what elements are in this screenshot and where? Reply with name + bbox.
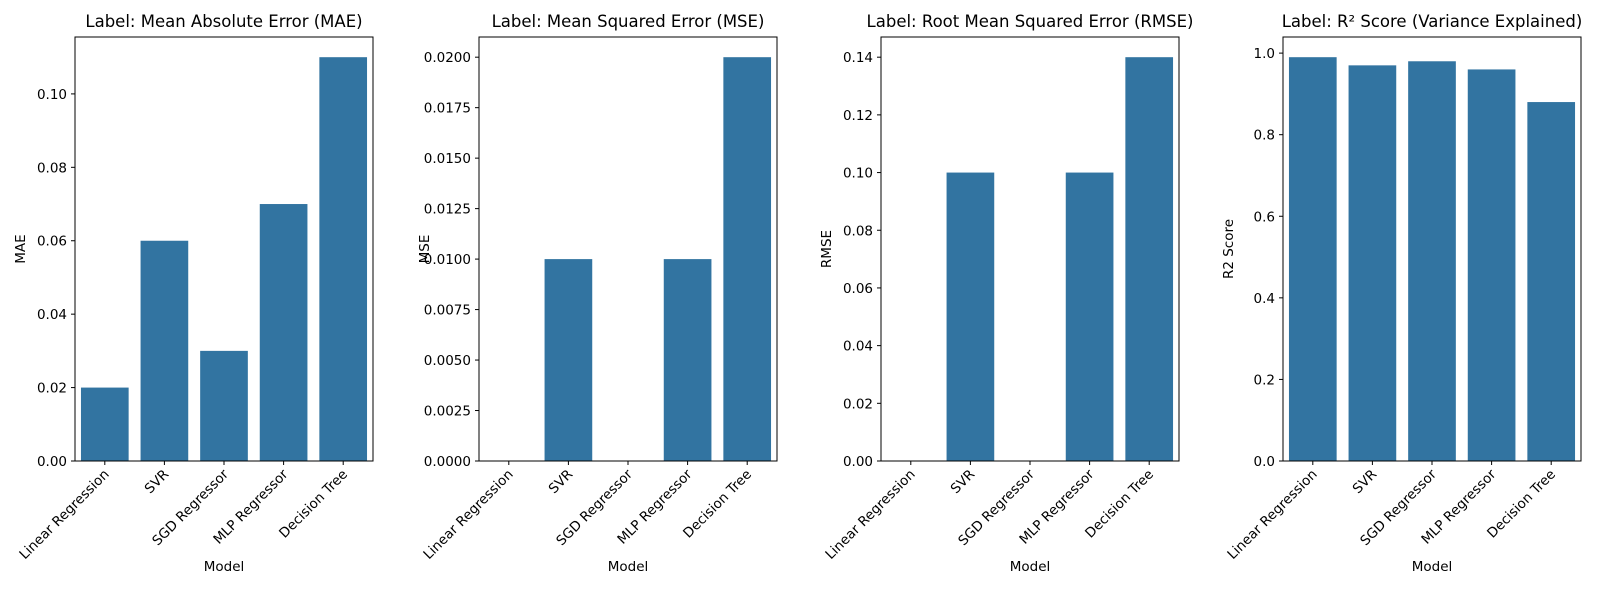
chart-title: Label: Mean Squared Error (MSE) <box>492 12 765 31</box>
y-tick-label: 0.14 <box>843 50 873 66</box>
bar-sgd-regressor <box>200 350 248 461</box>
x-tick-label: SVR <box>948 467 979 498</box>
y-tick-label: 0.0125 <box>424 202 471 218</box>
chart-title: Label: R² Score (Variance Explained) <box>1282 12 1583 31</box>
x-tick-label: SVR <box>546 467 577 498</box>
chart-panel-3: 0.00 0.02 0.04 0.06 0.08 0.10 0.12 0.14 Linear R… <box>819 12 1193 575</box>
y-tick-label: 0.00 <box>843 454 873 470</box>
x-tick-label: SVR <box>1350 467 1381 498</box>
x-tick-label: SVR <box>142 467 173 498</box>
chart-panel-2: 0.0000 0.0025 0.0050 0.0075 0.0100 0.0125 0.01… <box>417 12 778 575</box>
y-tick-label: 0.0175 <box>424 101 471 117</box>
y-tick-label: 0.02 <box>843 396 873 412</box>
y-tick-label: 1.0 <box>1254 46 1275 62</box>
x-axis-label: Model <box>608 559 649 575</box>
y-tick-label: 0.02 <box>37 381 67 397</box>
bar-mlp-regressor <box>259 204 308 461</box>
y-tick-label: 0.2 <box>1254 372 1275 388</box>
bar-linear-regression <box>1288 57 1337 461</box>
y-tick-label: 0.04 <box>843 339 873 355</box>
y-axis-label: R2 Score <box>1221 219 1237 279</box>
y-tick-label: 0.12 <box>843 108 873 124</box>
y-axis-label: MSE <box>417 235 433 264</box>
x-axis-label: Model <box>1412 559 1453 575</box>
y-tick-label: 0.10 <box>843 166 873 182</box>
x-tick-label: Linear Regression <box>420 467 516 563</box>
y-tick-label: 0.0075 <box>424 303 471 319</box>
bar-decision-tree <box>1125 57 1174 461</box>
bar-linear-regression <box>80 387 129 461</box>
bar-svr <box>544 259 593 461</box>
y-tick-label: 0.6 <box>1254 209 1275 225</box>
y-axis-label: RMSE <box>819 230 835 268</box>
y-tick-label: 0.08 <box>37 160 67 176</box>
y-tick-label: 0.10 <box>37 87 67 103</box>
chart-title: Label: Mean Absolute Error (MAE) <box>85 12 362 31</box>
y-tick-label: 0.0025 <box>424 404 471 420</box>
y-tick-label: 0.00 <box>37 454 67 470</box>
chart-panel-1: 0.00 0.02 0.04 0.06 0.08 0.10 Linear Regressio… <box>13 12 374 575</box>
x-axis-label: Model <box>204 559 245 575</box>
y-tick-label: 0.0050 <box>424 353 471 369</box>
y-tick-label: 0.0000 <box>424 454 471 470</box>
y-tick-label: 0.06 <box>37 234 67 250</box>
y-tick-label: 0.0100 <box>424 252 471 268</box>
y-tick-label: 0.0 <box>1254 454 1275 470</box>
y-tick-label: 0.4 <box>1254 291 1275 307</box>
bar-decision-tree <box>1527 102 1576 461</box>
y-tick-label: 0.08 <box>843 223 873 239</box>
y-tick-label: 0.0150 <box>424 151 471 167</box>
x-tick-label: Linear Regression <box>822 467 918 563</box>
y-tick-label: 0.06 <box>843 281 873 297</box>
bar-decision-tree <box>723 57 772 461</box>
bar-mlp-regressor <box>1467 69 1516 462</box>
x-tick-label: Linear Regression <box>16 467 112 563</box>
x-tick-label: Linear Regression <box>1224 467 1320 563</box>
bar-mlp-regressor <box>663 259 712 461</box>
bar-svr <box>140 240 189 461</box>
y-axis-label: MAE <box>13 234 29 263</box>
y-tick-label: 0.0200 <box>424 50 471 66</box>
y-tick-label: 0.04 <box>37 307 67 323</box>
bar-sgd-regressor <box>1408 61 1456 462</box>
bar-svr <box>1348 65 1397 461</box>
x-axis-label: Model <box>1010 559 1051 575</box>
bar-mlp-regressor <box>1065 172 1114 461</box>
bar-svr <box>946 172 995 461</box>
y-tick-label: 0.8 <box>1254 128 1275 144</box>
chart-title: Label: Root Mean Squared Error (RMSE) <box>867 12 1194 31</box>
bar-decision-tree <box>319 57 368 461</box>
